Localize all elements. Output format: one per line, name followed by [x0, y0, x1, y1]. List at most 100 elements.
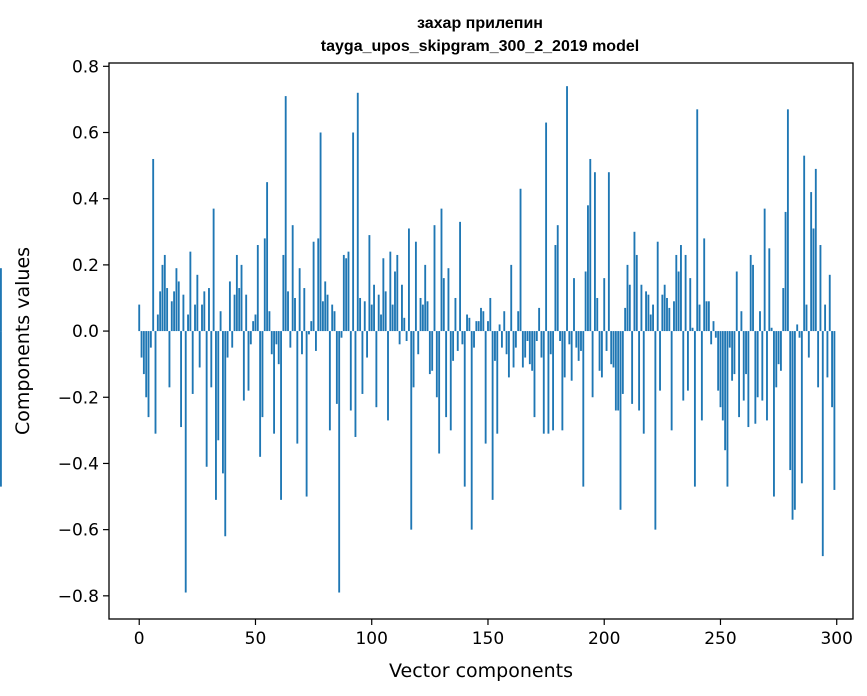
bar [812, 228, 815, 332]
bar [482, 311, 485, 332]
bar [614, 331, 617, 411]
bar [666, 297, 668, 332]
x-tick-label: 0 [134, 629, 145, 649]
bar [375, 331, 378, 408]
bar [494, 331, 496, 361]
bar [617, 331, 620, 411]
bar [752, 264, 754, 332]
bar [514, 331, 517, 348]
bar [159, 291, 162, 332]
bar [266, 182, 269, 332]
bar [610, 331, 613, 365]
bar [305, 331, 308, 497]
bar [0, 331, 2, 487]
bar [259, 331, 262, 457]
bar [349, 331, 352, 411]
bar [308, 331, 310, 335]
bar [686, 331, 689, 391]
bar [252, 321, 255, 332]
bar [635, 254, 638, 332]
bar [575, 331, 578, 348]
bar [740, 311, 743, 332]
bar [542, 331, 545, 434]
bar [570, 331, 573, 381]
bar [805, 304, 808, 332]
bar [473, 331, 475, 348]
bar [319, 132, 322, 332]
bar [245, 294, 248, 332]
y-tick-label: −0.8 [58, 587, 99, 607]
bar [449, 331, 452, 431]
bar [235, 254, 238, 332]
bar-series [0, 86, 836, 593]
bar [480, 307, 482, 332]
bar [310, 321, 313, 332]
bar [445, 331, 448, 418]
bar [270, 331, 273, 355]
bar [347, 251, 350, 332]
bar [170, 301, 173, 332]
bar [373, 284, 375, 332]
bar [693, 331, 696, 487]
bar [577, 331, 580, 361]
bar [733, 331, 736, 375]
bar [717, 331, 720, 391]
bar [700, 331, 703, 421]
bar [396, 254, 399, 332]
bar [677, 271, 680, 332]
x-tick-label: 250 [704, 629, 736, 649]
bar [182, 294, 185, 332]
bar [817, 331, 820, 388]
bar [366, 331, 368, 358]
bar [698, 304, 701, 332]
bar [359, 297, 362, 332]
bar [184, 331, 187, 593]
bar [552, 331, 554, 431]
bar [296, 331, 299, 444]
bar [712, 321, 715, 332]
bar [387, 331, 389, 421]
bar [587, 205, 589, 332]
bar [556, 225, 559, 332]
bar [408, 228, 410, 332]
bar [545, 122, 548, 332]
bar [163, 254, 166, 332]
bar [361, 331, 364, 394]
bar [500, 331, 503, 348]
bar [345, 258, 348, 332]
bar [201, 304, 203, 332]
bar [228, 281, 231, 332]
bar [714, 331, 717, 338]
bar [208, 288, 210, 332]
bar [524, 331, 527, 358]
bar [580, 331, 582, 351]
bar [468, 317, 471, 332]
bar [777, 331, 780, 365]
bar [154, 331, 157, 434]
bar [668, 307, 671, 332]
bar [324, 281, 327, 332]
bar [779, 331, 782, 371]
bar [663, 284, 666, 332]
bar [212, 208, 215, 332]
bar [433, 225, 436, 332]
bar [819, 245, 822, 332]
bar [166, 288, 169, 332]
bar [775, 331, 778, 388]
bar [540, 331, 543, 358]
bar [645, 291, 647, 332]
bar [784, 211, 787, 332]
bar [721, 331, 724, 421]
bar [414, 241, 417, 332]
y-tick-label: 0.4 [72, 190, 99, 210]
bar [461, 331, 464, 345]
bar [496, 331, 499, 434]
bar [833, 331, 836, 490]
bar [335, 331, 338, 404]
y-axis-label: Components values [12, 247, 34, 435]
bar [428, 331, 431, 375]
bar [331, 304, 334, 332]
bar [405, 331, 408, 341]
bar [275, 331, 278, 345]
bar [652, 304, 654, 332]
